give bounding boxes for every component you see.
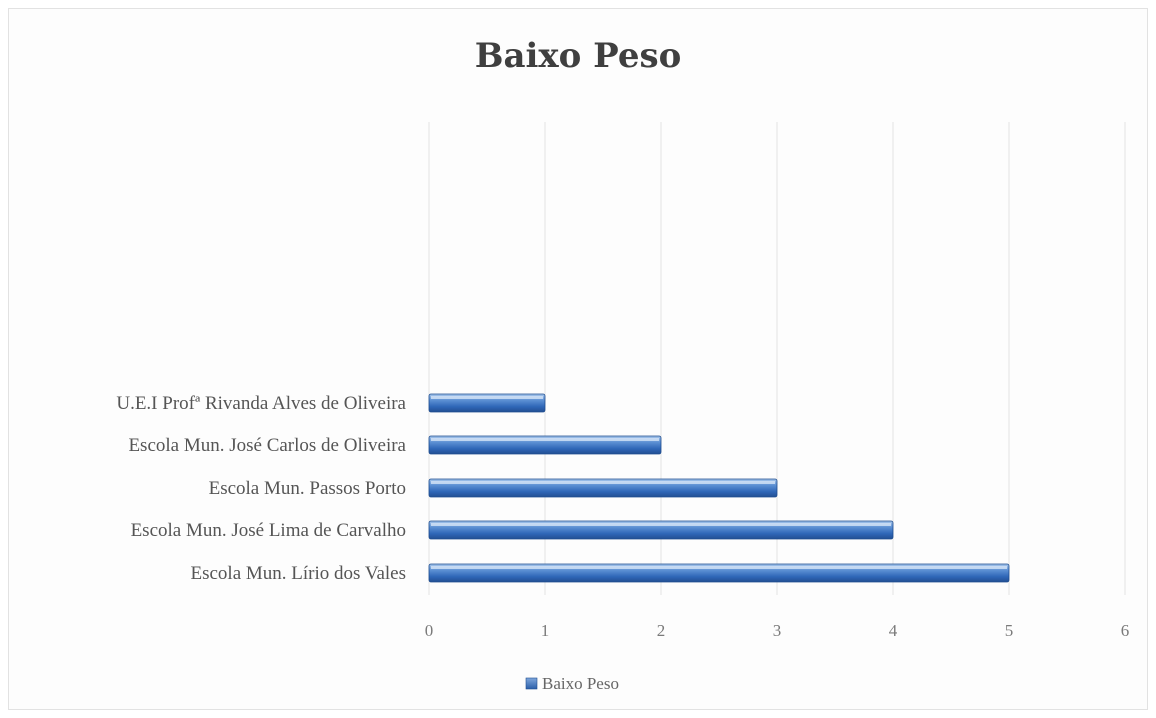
x-tick-labels: 0 1 2 3 4 5 6 (425, 621, 1130, 640)
chart-frame (8, 8, 1148, 710)
legend-label: Baixo Peso (542, 674, 619, 693)
x-tick-label: 2 (657, 621, 666, 640)
category-label: U.E.I Profª Rivanda Alves de Oliveira (116, 393, 406, 414)
bar-highlight (431, 523, 891, 526)
x-tick-label: 6 (1121, 621, 1130, 640)
bar-highlight (431, 396, 543, 399)
category-label: Escola Mun. José Lima de Carvalho (131, 520, 406, 541)
x-tick-label: 3 (773, 621, 782, 640)
x-tick-label: 4 (889, 621, 898, 640)
bar-highlight (431, 481, 775, 484)
category-label: Escola Mun. José Carlos de Oliveira (128, 435, 406, 456)
bars (428, 393, 1010, 583)
category-labels: U.E.I Profª Rivanda Alves de Oliveira Esc… (116, 393, 406, 584)
legend-swatch (525, 677, 538, 690)
gridlines (428, 122, 1126, 595)
chart-title: Baixo Peso (474, 36, 682, 76)
category-label: Escola Mun. Lírio dos Vales (191, 563, 407, 584)
x-tick-label: 5 (1005, 621, 1014, 640)
x-tick-label: 1 (541, 621, 550, 640)
x-tick-label: 0 (425, 621, 434, 640)
legend: Baixo Peso (525, 674, 619, 693)
category-label: Escola Mun. Passos Porto (209, 478, 406, 499)
bar-highlight (431, 438, 659, 441)
bar-highlight (431, 566, 1007, 569)
